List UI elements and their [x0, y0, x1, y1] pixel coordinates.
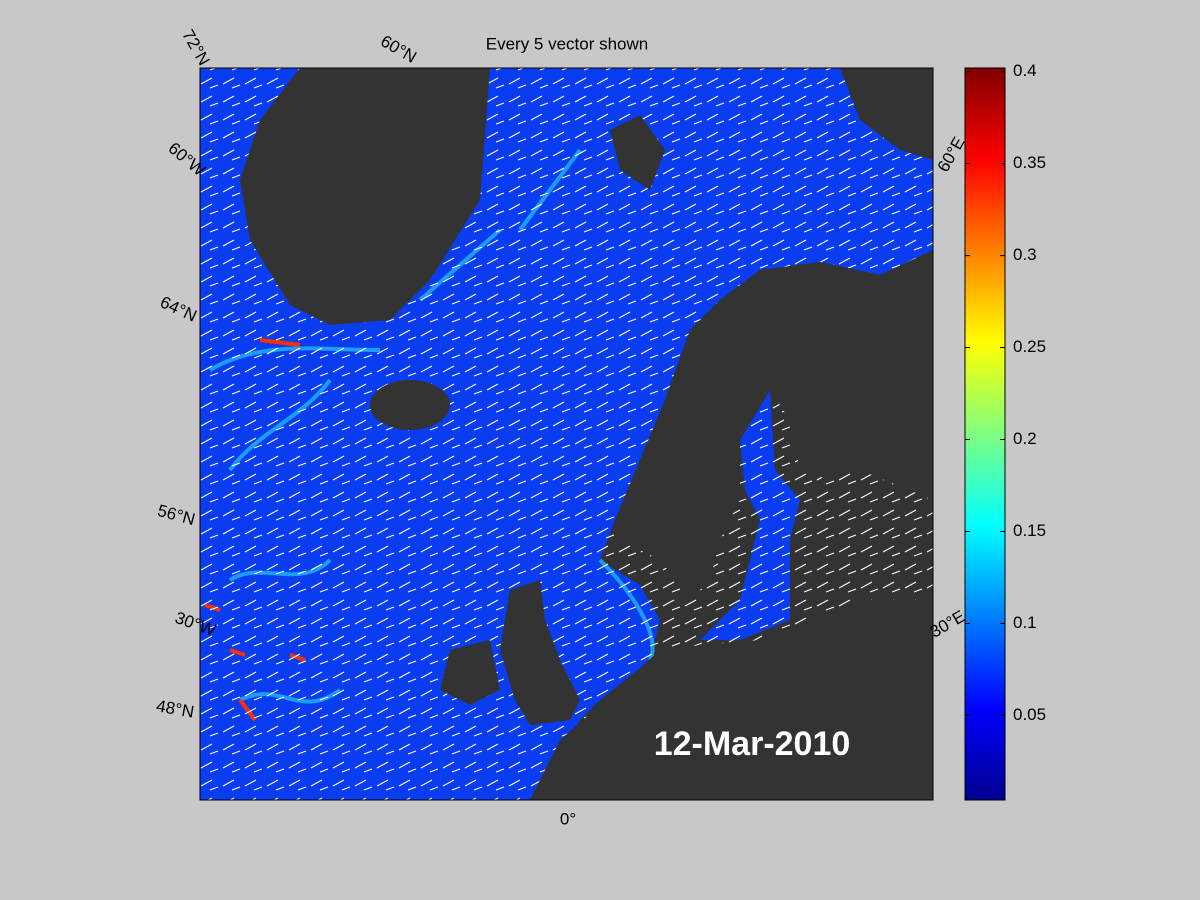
colorbar-tick-label: 0.1 [1013, 613, 1037, 632]
continental-europe [530, 600, 933, 800]
colorbar-tick-label: 0.3 [1013, 245, 1037, 264]
iceland [370, 380, 450, 430]
ireland [440, 640, 500, 705]
colorbar-ticks: 0.05 0.1 0.15 0.2 0.25 0.3 0.35 0.4 [965, 61, 1046, 724]
colorbar-tick-label: 0.35 [1013, 153, 1046, 172]
colorbar-tick-label: 0.05 [1013, 705, 1046, 724]
grid-label: 72°N [178, 26, 213, 68]
map-frame [199, 67, 934, 801]
grid-label: 60°N [377, 31, 419, 66]
colorbar-tick-label: 0.15 [1013, 521, 1046, 540]
grid-label: 56°N [155, 501, 197, 529]
map [199, 67, 934, 801]
colorbar [964, 67, 1006, 801]
scandinavia [615, 250, 933, 600]
svalbard [610, 115, 665, 190]
greenland [240, 68, 490, 325]
grid-label: 60°E [934, 134, 969, 176]
colorbar-tick-label: 0.4 [1013, 61, 1037, 80]
date-label: 12-Mar-2010 [654, 725, 851, 763]
grid-label: 64°N [157, 292, 199, 325]
novaya-zemlya [840, 68, 933, 160]
grid-label: 48°N [155, 696, 196, 721]
great-britain [500, 580, 580, 725]
grid-label: 0° [560, 809, 576, 828]
colorbar-tick-label: 0.2 [1013, 429, 1037, 448]
title: Every 5 vector shown [486, 34, 649, 53]
colorbar-tick-label: 0.25 [1013, 337, 1046, 356]
